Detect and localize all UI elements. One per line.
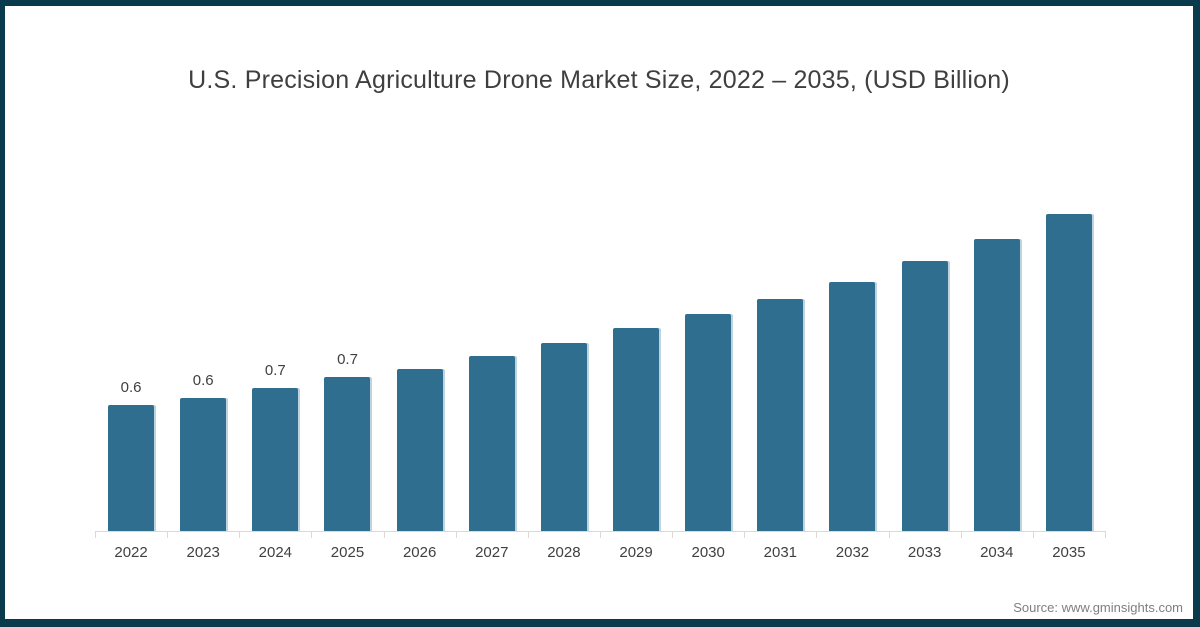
- bar-2022: [108, 405, 155, 532]
- x-axis-tick: [527, 532, 600, 538]
- x-axis-label-2033: 2033: [907, 544, 942, 561]
- x-axis-tick: [599, 532, 672, 538]
- x-axis-label-2027: 2027: [475, 544, 509, 561]
- bar-2024: [252, 388, 299, 532]
- x-axis-tick: [167, 532, 239, 538]
- bar-column-2026: [384, 172, 456, 532]
- bar-2029: [613, 328, 660, 532]
- x-axis-tick: [960, 532, 1033, 538]
- bar-column-2025: 0.7: [311, 172, 383, 532]
- x-axis-tick: [888, 532, 961, 538]
- bar-2033: [901, 261, 948, 532]
- x-axis-tick: [239, 532, 311, 538]
- bar-2030: [685, 314, 732, 532]
- x-axis-labels: 2022 2023 2024 2025 2026 2027 2028 2029 2030 2031…: [95, 545, 1105, 561]
- bar-column-2027: [456, 172, 528, 532]
- bar-2023: [180, 398, 227, 532]
- x-axis-tick: [383, 532, 456, 538]
- bar-column-2024: 0.7: [239, 172, 311, 532]
- bar-2028: [540, 343, 587, 532]
- x-axis-label-2024: 2024: [258, 544, 293, 561]
- source-credit: Source: www.gminsights.com: [1013, 600, 1183, 615]
- bar-column-2034: [961, 172, 1033, 532]
- bar-column-2035: [1033, 172, 1105, 532]
- bar-column-2028: [528, 172, 600, 532]
- bar-column-2029: [600, 172, 672, 532]
- x-axis-tick: [95, 532, 167, 538]
- bar-2032: [829, 282, 876, 532]
- bar-column-2030: [672, 172, 744, 532]
- x-axis-tick: [1032, 532, 1105, 538]
- bar-column-2033: [889, 172, 961, 532]
- bar-2026: [396, 369, 443, 532]
- x-axis-label-2028: 2028: [547, 544, 581, 561]
- x-axis-label-2030: 2030: [691, 544, 725, 561]
- bar-value-label: 0.7: [264, 362, 286, 379]
- x-axis-tick: [455, 532, 528, 538]
- x-axis-label-2023: 2023: [186, 544, 220, 561]
- bar-2025: [324, 377, 371, 532]
- x-axis-label-2034: 2034: [980, 544, 1014, 561]
- chart-title: U.S. Precision Agriculture Drone Market …: [188, 66, 1010, 94]
- bar-2035: [1045, 214, 1092, 532]
- x-axis-tick: [672, 532, 744, 538]
- bar-value-label: 0.6: [192, 372, 214, 389]
- x-axis-tick: [311, 532, 383, 538]
- bar-column-2032: [816, 172, 888, 532]
- x-axis-label-2031: 2031: [763, 544, 798, 561]
- x-axis-label-2035: 2035: [1052, 544, 1086, 561]
- bar-column-2023: 0.6: [167, 172, 239, 532]
- x-axis-label-2022: 2022: [114, 544, 148, 561]
- bar-value-label: 0.6: [120, 379, 142, 396]
- bar-chart-plot-area: 0.6 0.6 0.7 0.7: [95, 172, 1105, 532]
- bar-column-2022: 0.6: [95, 172, 167, 532]
- bar-2034: [973, 239, 1020, 532]
- x-axis-label-2029: 2029: [619, 544, 653, 561]
- bar-column-2031: [744, 172, 816, 532]
- bar-2031: [757, 299, 804, 532]
- x-axis-label-2032: 2032: [835, 544, 870, 561]
- x-axis-tick: [816, 532, 888, 538]
- x-axis-label-2025: 2025: [330, 544, 365, 561]
- x-axis-line: [95, 531, 1106, 538]
- x-axis-tick: [744, 532, 816, 538]
- bar-value-label: 0.7: [337, 351, 358, 368]
- x-axis-label-2026: 2026: [402, 544, 437, 561]
- bar-2027: [468, 356, 515, 532]
